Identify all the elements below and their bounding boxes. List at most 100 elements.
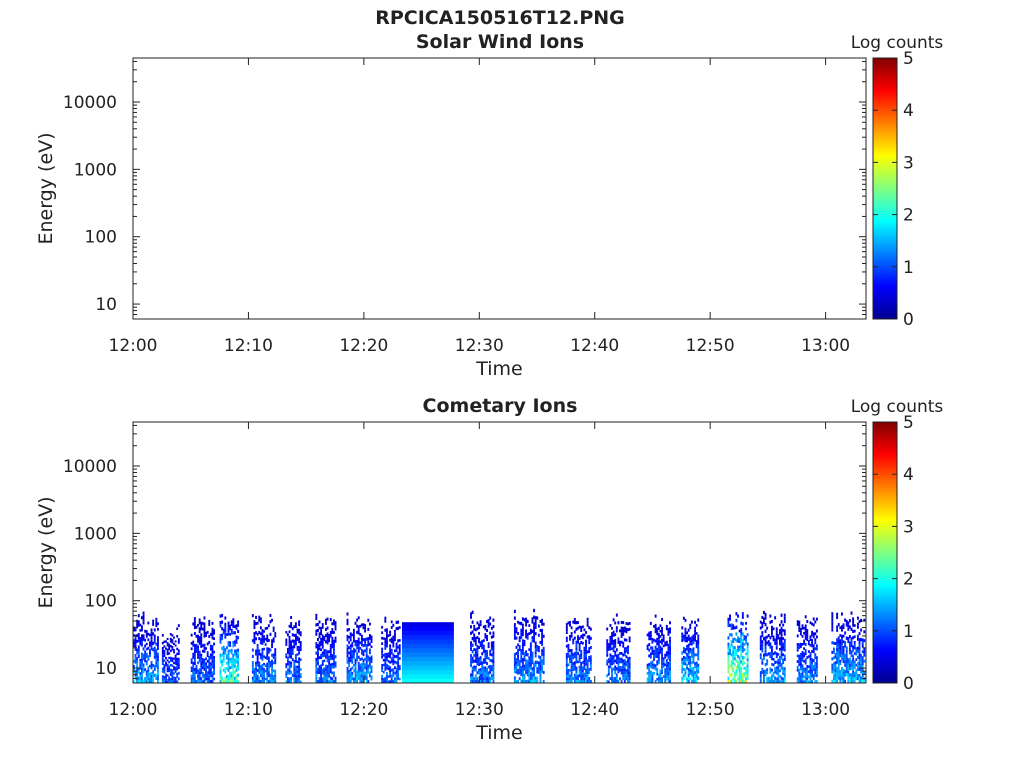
heat-cell (697, 670, 700, 674)
heat-cell (682, 676, 685, 680)
heat-cell (334, 624, 337, 628)
heat-cell (860, 663, 863, 667)
heat-cell (697, 653, 700, 658)
heat-cell (318, 647, 321, 651)
heat-cell (364, 671, 367, 675)
heat-cell (653, 655, 655, 659)
heat-cell (585, 645, 587, 649)
heat-cell (227, 677, 230, 681)
heat-cell (272, 661, 275, 665)
heat-cell (258, 679, 261, 683)
heat-cell (139, 680, 142, 683)
heat-cell (777, 669, 780, 673)
heat-cell (774, 638, 777, 642)
heat-cell (349, 647, 352, 651)
heat-cell (219, 673, 222, 677)
heat-cell (213, 666, 216, 670)
heat-cell (694, 629, 697, 633)
heat-cell (847, 640, 850, 644)
heat-cell (141, 679, 143, 683)
heat-cell (520, 666, 523, 670)
heat-cell (346, 654, 349, 658)
heat-cell (682, 661, 685, 665)
heat-cell (315, 660, 318, 665)
heat-cell (367, 637, 370, 641)
heat-cell (323, 638, 326, 642)
heat-cell (384, 640, 387, 644)
heat-cell (266, 652, 269, 655)
heat-cell (834, 655, 837, 659)
heat-cell (782, 642, 785, 646)
heat-cell (332, 631, 335, 634)
heat-cell (775, 638, 778, 642)
heat-cell (150, 666, 153, 670)
heat-cell (837, 673, 840, 677)
heat-cell (850, 679, 853, 683)
heat-cell (653, 649, 655, 653)
heat-cell (197, 648, 200, 651)
heat-cell (738, 672, 741, 676)
heat-cell (659, 624, 662, 628)
heat-cell (367, 664, 370, 668)
heat-cell (195, 625, 198, 629)
heat-cell (848, 619, 851, 623)
heat-cell (539, 655, 542, 659)
heat-cell (334, 639, 337, 643)
heat-cell (323, 672, 326, 676)
heat-cell (272, 626, 275, 630)
heat-cell (799, 672, 802, 676)
x-tick-label: 13:00 (801, 336, 850, 356)
heat-cell (290, 643, 293, 647)
heat-cell (840, 638, 843, 642)
heat-cell (163, 675, 166, 679)
heat-cell (267, 674, 270, 678)
heat-cell (474, 628, 477, 632)
heat-cell (165, 664, 167, 667)
heat-cell (856, 661, 859, 665)
heat-cell (206, 659, 209, 663)
heat-cell (529, 658, 532, 662)
heat-cell (732, 677, 735, 681)
heat-cell (832, 662, 835, 666)
heat-cell (266, 665, 269, 668)
heat-cell (853, 643, 856, 647)
heat-cell (152, 676, 155, 680)
heat-cell (328, 661, 331, 664)
heat-cell (692, 676, 695, 680)
heat-cell (529, 653, 532, 656)
heat-cell (176, 627, 179, 630)
heat-cell (537, 667, 540, 671)
heat-cell (225, 646, 228, 649)
heat-cell (368, 622, 371, 626)
heat-cell (492, 641, 495, 645)
heat-cell (490, 677, 493, 681)
heat-cell (695, 666, 698, 670)
heat-cell (586, 662, 589, 666)
heat-cell (832, 656, 835, 660)
heat-cell (382, 670, 385, 674)
heat-cell (266, 667, 269, 671)
heat-cell (780, 666, 783, 670)
heat-cell (518, 668, 521, 672)
heat-cell (856, 637, 859, 641)
heat-cell (861, 650, 864, 654)
heat-cell (346, 634, 349, 639)
heat-cell (690, 636, 693, 640)
heat-cell (622, 677, 625, 681)
heat-cell (539, 667, 542, 671)
heat-cell (806, 629, 809, 633)
heat-cell (150, 674, 153, 678)
heat-cell (777, 680, 780, 683)
heat-cell (149, 654, 151, 658)
heat-cell (521, 639, 524, 643)
heat-cell (858, 665, 861, 669)
heat-cell (232, 644, 235, 648)
x-axis-label: Time (475, 358, 523, 380)
heat-cell (607, 648, 610, 651)
heat-cell (471, 610, 474, 614)
heat-cell (484, 635, 487, 639)
heat-cell (293, 671, 296, 675)
heat-cell (393, 666, 396, 670)
heat-cell (847, 621, 850, 625)
heat-cell (665, 640, 668, 644)
